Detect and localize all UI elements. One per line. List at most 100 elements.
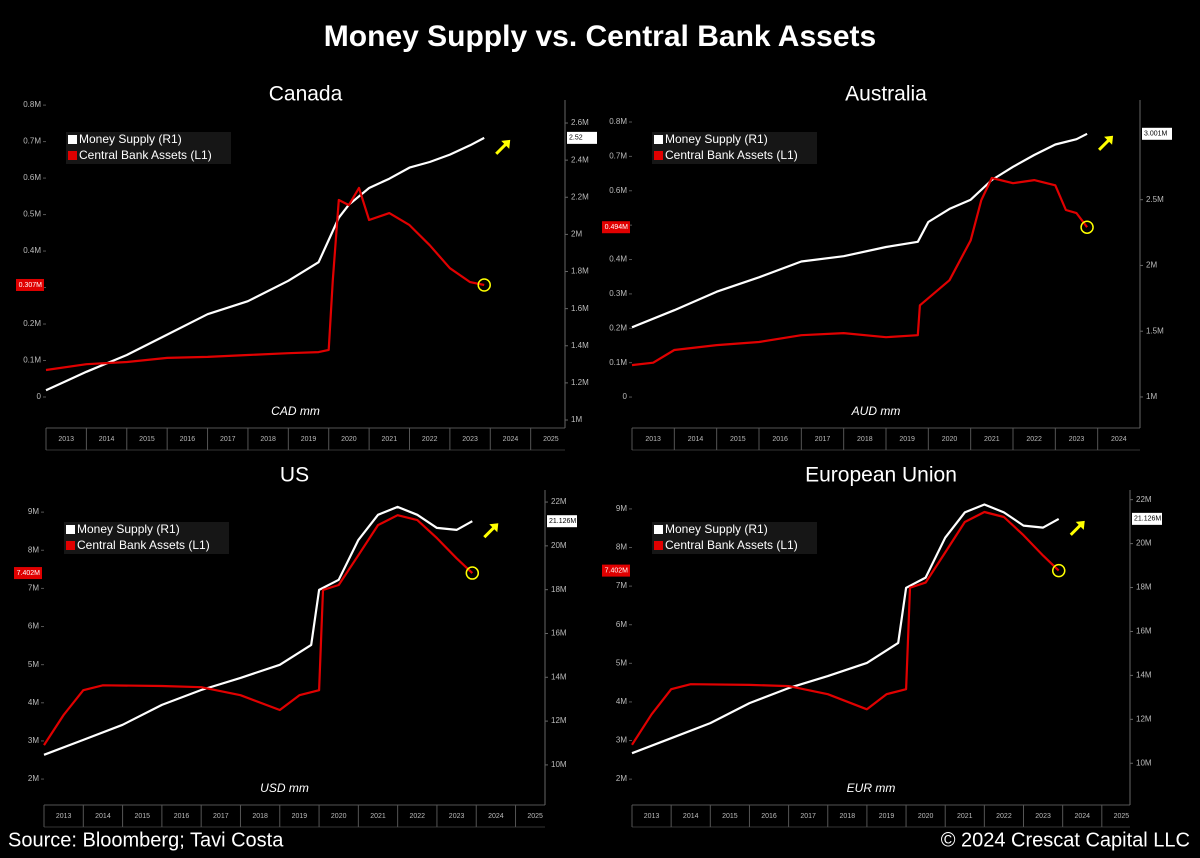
y2-tick-label: 1M: [1146, 392, 1157, 401]
y2-tick-label: 16M: [551, 629, 567, 638]
y2-tick-label: 1.2M: [571, 378, 589, 387]
value-tag-bg: [547, 515, 577, 528]
x-tick-label: 2022: [1026, 436, 1042, 443]
y2-tick-label: 22M: [1136, 495, 1152, 504]
y2-tick-label: 18M: [551, 585, 567, 594]
x-tick-label: 2015: [722, 813, 738, 820]
x-tick-label: 2017: [213, 813, 229, 820]
y2-tick-label: 2.6M: [571, 118, 589, 127]
y-tick-label: 8M: [28, 545, 39, 554]
legend-swatch: [66, 541, 75, 550]
x-tick-label: 2017: [220, 436, 236, 443]
legend-swatch: [654, 151, 663, 160]
x-tick-label: 2014: [95, 813, 111, 820]
y2-tick-label: 1.5M: [1146, 326, 1164, 335]
x-tick-label: 2021: [984, 436, 1000, 443]
y2-tick-label: 2.4M: [571, 155, 589, 164]
y-tick-label: 6M: [616, 620, 627, 629]
y-tick-label: 6M: [28, 622, 39, 631]
value-tag-bg: [16, 278, 44, 291]
legend-swatch: [68, 135, 77, 144]
legend-box: [66, 132, 231, 164]
x-tick-label: 2024: [1074, 813, 1090, 820]
x-tick-label: 2016: [174, 813, 190, 820]
x-tick-label: 2016: [772, 436, 788, 443]
x-tick-label: 2015: [134, 813, 150, 820]
value-tag-bg: [14, 567, 42, 580]
series-line: [45, 136, 485, 392]
x-tick-label: 2021: [382, 436, 398, 443]
y-tick-label: 0.4M: [609, 255, 627, 264]
x-tick-label: 2020: [918, 813, 934, 820]
y2-tick-label: 20M: [551, 541, 567, 550]
x-tick-label: 2018: [857, 436, 873, 443]
y2-tick-label: 22M: [551, 497, 567, 506]
y-tick-label: 0.3M: [609, 289, 627, 298]
x-tick-label: 2014: [683, 813, 699, 820]
legend-label: Central Bank Assets (L1): [665, 538, 798, 552]
x-tick-label: 2021: [957, 813, 973, 820]
x-tick-label: 2025: [543, 436, 559, 443]
y-tick-label: 5M: [28, 660, 39, 669]
x-tick-label: 2021: [370, 813, 386, 820]
unit-note: USD mm: [260, 781, 309, 795]
y-tick-label: 0.2M: [609, 323, 627, 332]
value-tag-bg: [602, 564, 630, 577]
trend-arrow: [1098, 138, 1111, 151]
x-tick-label: 2019: [292, 813, 308, 820]
y2-tick-label: 10M: [1136, 758, 1152, 767]
x-tick-label: 2020: [942, 436, 958, 443]
y-tick-label: 0.2M: [23, 319, 41, 328]
value-tag: 7.402M: [17, 570, 41, 577]
series-line: [45, 186, 485, 372]
legend-swatch: [654, 541, 663, 550]
value-tag-bg: [1142, 127, 1172, 140]
y2-tick-label: 1M: [571, 415, 582, 424]
page-title: Money Supply vs. Central Bank Assets: [324, 20, 876, 53]
x-tick-label: 2017: [800, 813, 816, 820]
value-tag: 0.307M: [19, 282, 43, 289]
y2-tick-label: 12M: [551, 716, 567, 725]
panel-title: European Union: [805, 464, 957, 487]
x-tick-label: 2022: [410, 813, 426, 820]
y2-tick-label: 1.4M: [571, 341, 589, 350]
x-tick-label: 2017: [815, 436, 831, 443]
series-line: [631, 176, 1088, 367]
y2-tick-label: 2.5M: [1146, 195, 1164, 204]
y-tick-label: 0.8M: [609, 117, 627, 126]
y-tick-label: 0.6M: [23, 173, 41, 182]
x-tick-label: 2018: [252, 813, 268, 820]
panel-title: Canada: [269, 83, 343, 106]
x-tick-label: 2018: [260, 436, 276, 443]
y-tick-label: 2M: [616, 774, 627, 783]
trend-arrow-head: [489, 523, 499, 533]
y2-tick-label: 2M: [1146, 261, 1157, 270]
y-tick-label: 7M: [616, 581, 627, 590]
y2-tick-label: 1.6M: [571, 304, 589, 313]
legend-box: [652, 522, 817, 554]
y-tick-label: 8M: [616, 543, 627, 552]
y2-tick-label: 16M: [1136, 627, 1152, 636]
x-tick-label: 2024: [488, 813, 504, 820]
x-tick-label: 2015: [730, 436, 746, 443]
x-tick-label: 2014: [688, 436, 704, 443]
highlight-circle: [1051, 563, 1066, 578]
y2-tick-label: 2M: [571, 230, 582, 239]
value-tag: 7.402M: [605, 567, 629, 574]
y-tick-label: 4M: [28, 698, 39, 707]
y-tick-label: 0.7M: [23, 137, 41, 146]
x-tick-label: 2019: [301, 436, 317, 443]
trend-arrow: [1069, 523, 1082, 536]
y-tick-label: 9M: [616, 504, 627, 513]
y2-tick-label: 14M: [551, 672, 567, 681]
x-tick-label: 2015: [139, 436, 155, 443]
y-tick-label: 0: [37, 392, 42, 401]
copyright: © 2024 Crescat Capital LLC: [941, 829, 1190, 851]
series-line: [631, 510, 1060, 746]
legend-swatch: [654, 525, 663, 534]
value-tag-bg: [1132, 512, 1162, 525]
series-line: [631, 132, 1088, 329]
x-tick-label: 2019: [899, 436, 915, 443]
